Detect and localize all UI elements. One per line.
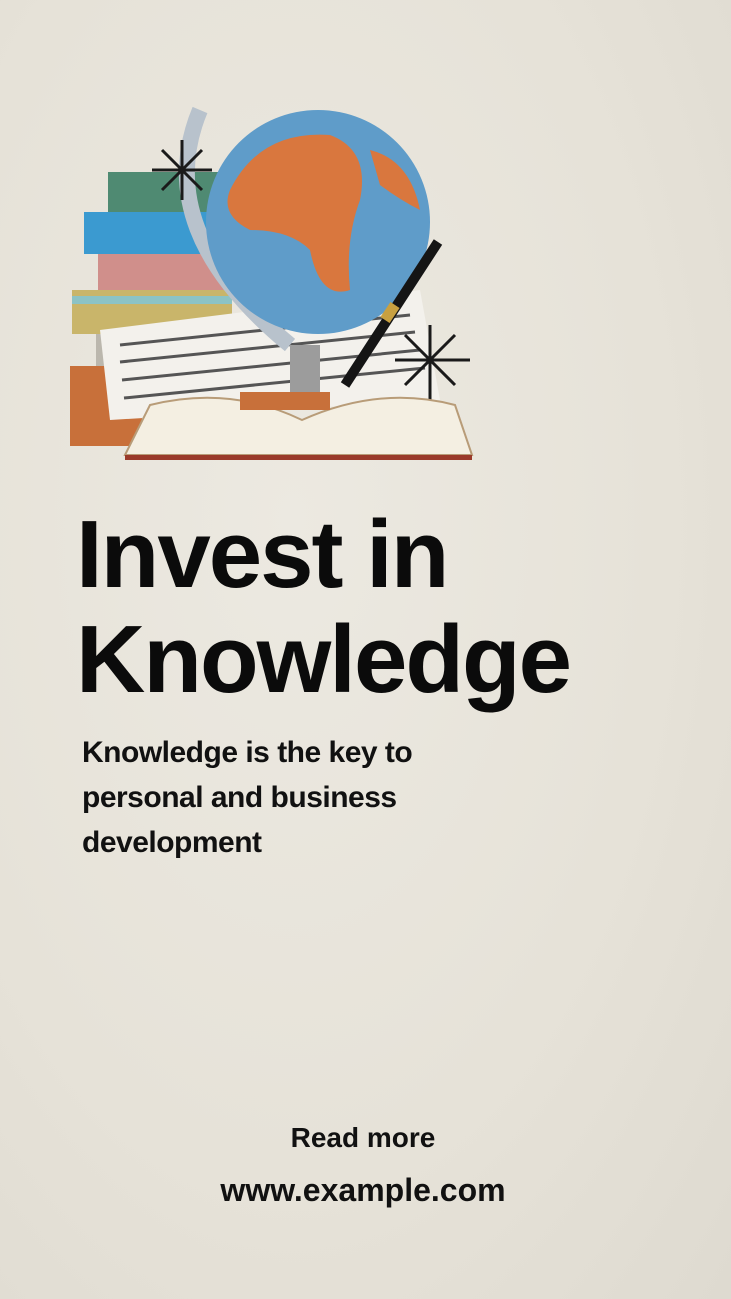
ink-block: [240, 392, 330, 410]
continent: [227, 134, 362, 292]
open-book: [123, 396, 474, 456]
headline-line: Knowledge: [76, 606, 572, 713]
headline-line: Invest in: [76, 501, 449, 608]
book-stripe: [72, 296, 232, 304]
globe-base: [290, 345, 320, 395]
website-url[interactable]: www.example.com: [220, 1172, 506, 1208]
sparkle: [152, 140, 470, 400]
read-more[interactable]: Read more: [290, 1122, 436, 1153]
subtitle: Knowledge is the key to personal and bus…: [82, 736, 413, 859]
illustration: [70, 106, 474, 460]
pen-band: [380, 301, 400, 324]
continent: [370, 150, 420, 210]
book-cover: [125, 455, 472, 460]
